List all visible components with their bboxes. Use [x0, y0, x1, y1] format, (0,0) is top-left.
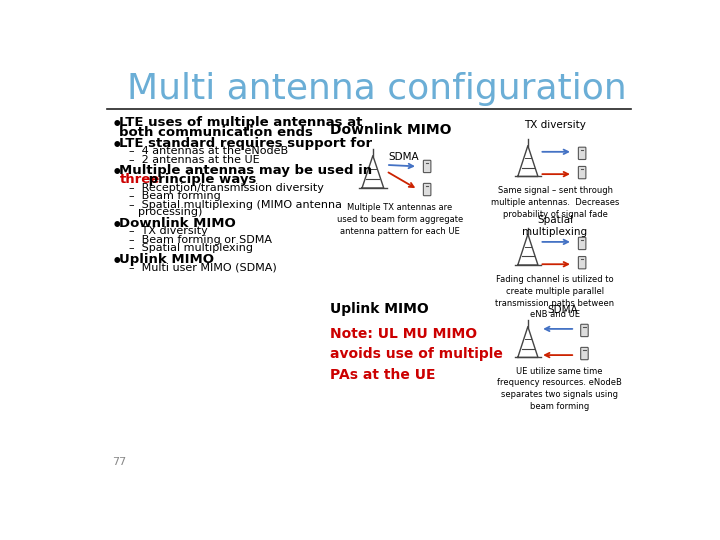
FancyBboxPatch shape [578, 147, 586, 159]
Text: LTE uses of multiple antennas at: LTE uses of multiple antennas at [120, 117, 363, 130]
Text: Downlink MIMO: Downlink MIMO [120, 217, 236, 230]
Text: –  4 antennas at the eNodeB: – 4 antennas at the eNodeB [129, 146, 288, 157]
Text: Multiple antennas may be used in: Multiple antennas may be used in [120, 164, 372, 177]
Text: •: • [112, 117, 122, 134]
Text: Uplink MIMO: Uplink MIMO [330, 302, 429, 316]
FancyBboxPatch shape [581, 347, 588, 360]
Text: Fading channel is utilized to
create multiple parallel
transmission paths betwee: Fading channel is utilized to create mul… [495, 275, 615, 319]
FancyBboxPatch shape [423, 160, 431, 173]
Text: 77: 77 [112, 457, 126, 467]
Text: SDMA: SDMA [547, 305, 578, 315]
Text: –  TX diversity: – TX diversity [129, 226, 207, 237]
Text: Same signal – sent through
multiple antennas.  Decreases
probability of signal f: Same signal – sent through multiple ante… [491, 186, 619, 219]
Text: SDMA: SDMA [389, 152, 419, 162]
FancyBboxPatch shape [581, 325, 588, 336]
Text: principle ways: principle ways [144, 173, 256, 186]
Text: –  2 antennas at the UE: – 2 antennas at the UE [129, 155, 259, 165]
Text: –  Beam forming: – Beam forming [129, 191, 220, 201]
Text: •: • [112, 164, 122, 182]
FancyBboxPatch shape [578, 256, 586, 269]
FancyBboxPatch shape [578, 166, 586, 179]
Text: three: three [120, 173, 160, 186]
Text: –  Spatial multiplexing (MIMO antenna: – Spatial multiplexing (MIMO antenna [129, 200, 342, 210]
Text: –  Spatial multiplexing: – Spatial multiplexing [129, 244, 253, 253]
Text: Spatial
multiplexing: Spatial multiplexing [523, 215, 588, 238]
Text: Uplink MIMO: Uplink MIMO [120, 253, 215, 266]
Text: •: • [112, 253, 122, 272]
Text: Downlink MIMO: Downlink MIMO [330, 123, 451, 137]
FancyBboxPatch shape [578, 237, 586, 249]
Text: –  Beam forming or SDMA: – Beam forming or SDMA [129, 235, 271, 245]
Text: both communication ends: both communication ends [120, 126, 313, 139]
Text: LTE standard requires support for: LTE standard requires support for [120, 137, 372, 150]
Text: processing): processing) [138, 207, 202, 217]
Text: Multi antenna configuration: Multi antenna configuration [127, 72, 626, 106]
Text: TX diversity: TX diversity [524, 120, 586, 130]
Text: Multiple TX antennas are
used to beam form aggregate
antenna pattern for each UE: Multiple TX antennas are used to beam fo… [337, 204, 463, 236]
Text: •: • [112, 217, 122, 235]
FancyBboxPatch shape [423, 184, 431, 195]
Text: •: • [112, 137, 122, 155]
Text: –  Reception/transmission diversity: – Reception/transmission diversity [129, 183, 323, 193]
Text: UE utilize same time
frequency resources. eNodeB
separates two signals using
bea: UE utilize same time frequency resources… [498, 367, 622, 411]
Text: –  Multi user MIMO (SDMA): – Multi user MIMO (SDMA) [129, 262, 276, 273]
Text: Note: UL MU MIMO
avoids use of multiple
PAs at the UE: Note: UL MU MIMO avoids use of multiple … [330, 327, 503, 382]
